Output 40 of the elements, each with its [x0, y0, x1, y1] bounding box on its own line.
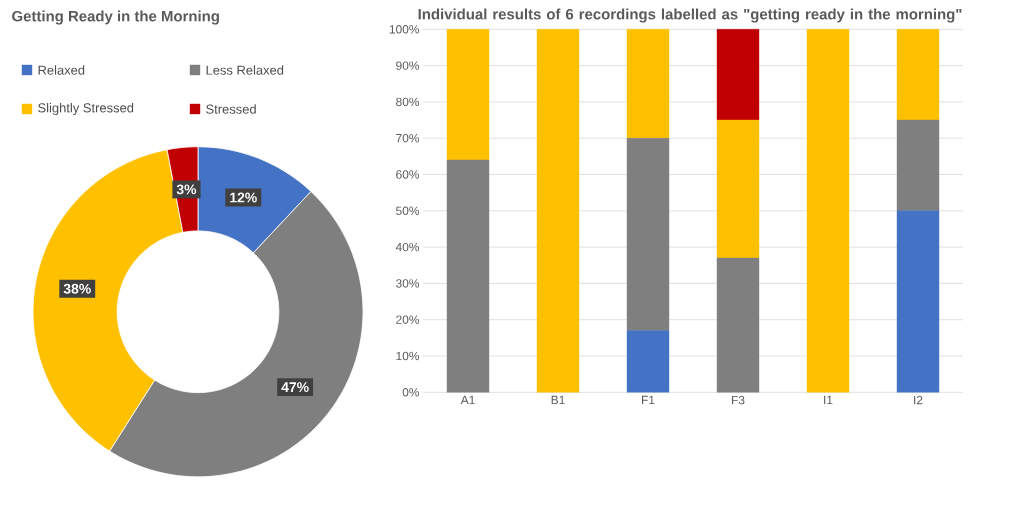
y-tick-label: 0%: [402, 388, 420, 397]
x-tick-label: I2: [914, 395, 923, 405]
y-tick-label: 20%: [396, 315, 420, 324]
data-label: 38%: [63, 283, 91, 294]
bar: [716, 29, 760, 121]
bar: [536, 29, 580, 393]
x-tick-label: A1: [460, 395, 475, 405]
chart-title: Getting Ready in the Morning: [12, 10, 219, 25]
x-tick-label: I1: [824, 395, 833, 405]
y-tick-label: 90%: [396, 61, 420, 70]
bar: [806, 29, 850, 393]
x-tick-label: F1: [642, 395, 655, 405]
y-tick-label: 70%: [396, 133, 420, 143]
bar: [716, 257, 760, 393]
y-tick-label: 30%: [396, 279, 420, 288]
chart-title: Individual results of 6 recordings labelled as "getting ready in the morning": [418, 8, 962, 23]
data-label: 12%: [230, 192, 257, 203]
bar: [896, 119, 940, 212]
y-tick-label: 40%: [395, 242, 420, 252]
data-label: 3%: [176, 184, 197, 195]
data-label: 47%: [281, 382, 309, 393]
bar: [626, 29, 670, 139]
bar: [626, 330, 670, 393]
bar: [896, 29, 940, 121]
bar: [626, 138, 670, 331]
bar: [446, 159, 490, 393]
bar: [716, 119, 760, 259]
legend-label: Slightly Stressed: [38, 102, 134, 116]
y-tick-label: 80%: [396, 97, 420, 107]
legend-label: Relaxed: [38, 65, 85, 75]
x-tick-label: F3: [732, 395, 745, 405]
y-tick-label: 60%: [396, 170, 420, 179]
y-tick-label: 10%: [396, 351, 420, 361]
bar: [446, 29, 490, 161]
legend-label: Less Relaxed: [206, 65, 284, 75]
x-tick-label: B1: [551, 395, 565, 405]
y-tick-label: 50%: [396, 206, 420, 216]
legend-label: Stressed: [206, 104, 256, 114]
bar: [896, 210, 940, 393]
y-tick-label: 100%: [389, 25, 420, 34]
